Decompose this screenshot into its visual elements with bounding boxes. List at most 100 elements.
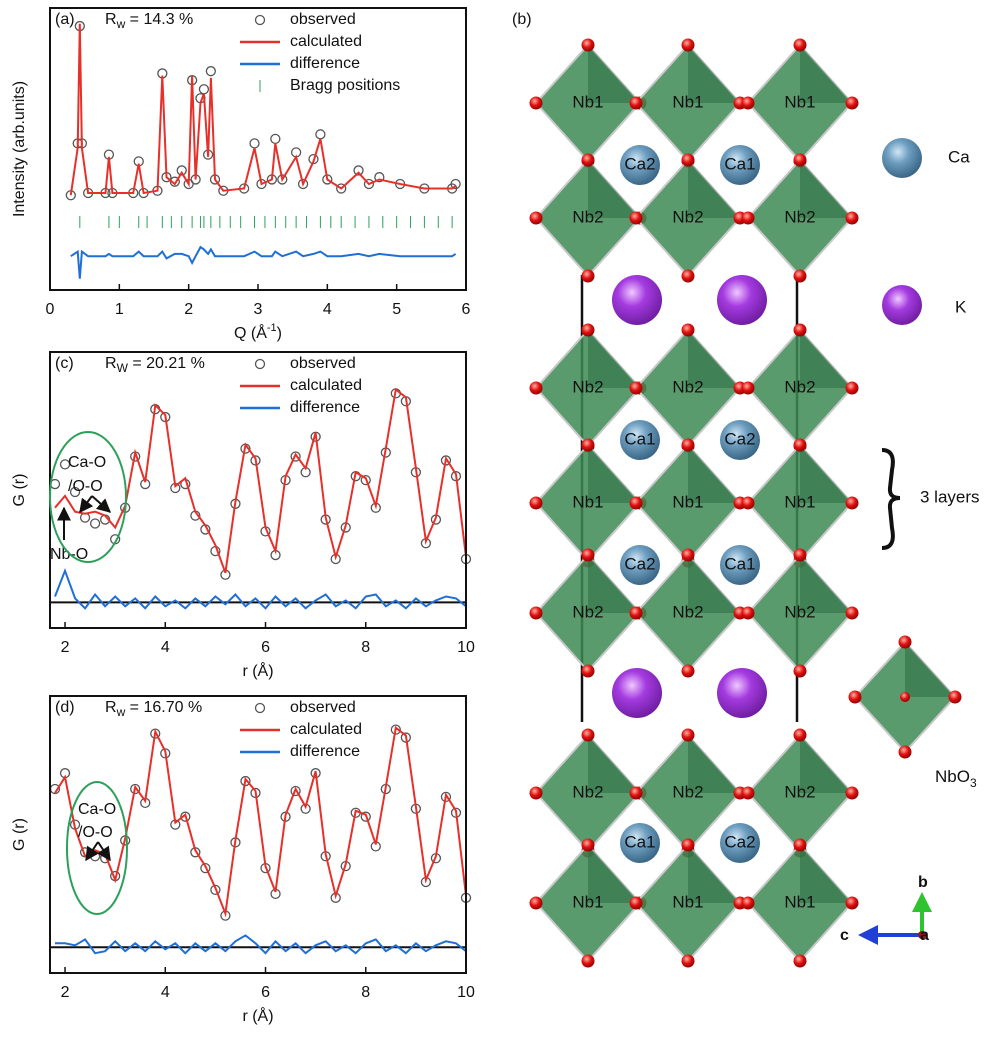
oxygen	[846, 97, 859, 110]
oxygen	[582, 324, 595, 337]
oxygen	[582, 154, 595, 167]
oxygen	[742, 497, 755, 510]
legend-label: K	[955, 297, 967, 316]
oxygen	[794, 729, 807, 742]
structure: (b)Nb1Nb1Nb1Ca2Ca1Nb2Nb2Nb2Nb2Nb2Nb2Ca1C…	[512, 11, 980, 967]
oxygen	[630, 897, 643, 910]
oxygen	[846, 607, 859, 620]
x-tick-label: 0	[46, 301, 55, 318]
axis-label: b	[918, 874, 928, 891]
observed-point	[316, 130, 325, 139]
rw-main: R	[105, 355, 117, 372]
figure: 0123456(a)Rw = 14.3 %observedcalculatedd…	[0, 0, 1008, 1040]
oxygen	[742, 97, 755, 110]
legend-marker	[256, 16, 265, 25]
x-tick-label: 10	[457, 984, 475, 1001]
oxygen	[742, 382, 755, 395]
observed-point	[250, 139, 259, 148]
oxygen	[949, 691, 962, 704]
oxygen	[630, 382, 643, 395]
site-label: Nb2	[672, 602, 703, 621]
site-label: Nb2	[784, 602, 815, 621]
site-label: Nb1	[784, 492, 815, 511]
site-label: Ca2	[624, 554, 655, 573]
oxygen	[846, 897, 859, 910]
oxygen	[794, 549, 807, 562]
oxygen	[630, 607, 643, 620]
oxygen	[849, 691, 862, 704]
oxygen	[846, 787, 859, 800]
difference-line	[71, 247, 456, 279]
x-tick-label: 4	[161, 639, 170, 656]
arrow	[80, 496, 92, 512]
x-tick-label: 2	[61, 984, 70, 1001]
oxygen	[742, 787, 755, 800]
oxygen	[530, 497, 543, 510]
legend-label: Bragg positions	[290, 77, 400, 94]
oxygen	[530, 607, 543, 620]
panel-label: (a)	[55, 11, 75, 28]
brace	[882, 450, 900, 548]
oxygen	[682, 154, 695, 167]
legend-marker	[256, 704, 265, 713]
y-axis-label: Intensity (arb.units)	[11, 81, 28, 217]
oxygen	[794, 154, 807, 167]
x-axis-label: Q (Å-1)	[234, 322, 282, 342]
annotation: /O-O	[68, 478, 103, 495]
oxygen	[630, 787, 643, 800]
x-tick-label: 4	[323, 301, 332, 318]
k-atom	[612, 275, 662, 325]
oxygen	[530, 212, 543, 225]
oxygen	[530, 897, 543, 910]
oxygen	[682, 39, 695, 52]
oxygen	[846, 497, 859, 510]
legend-label: calculated	[290, 377, 362, 394]
x-axis-label: r (Å)	[242, 661, 273, 680]
site-label: Nb1	[572, 492, 603, 511]
oxygen	[682, 729, 695, 742]
legend-label: calculated	[290, 33, 362, 50]
oxygen	[530, 97, 543, 110]
rw-sub: w	[116, 17, 126, 31]
oxygen	[794, 665, 807, 678]
site-label: Ca1	[624, 832, 655, 851]
oxygen	[682, 549, 695, 562]
annotation: /O-O	[78, 824, 113, 841]
nbo-sub: 3	[970, 776, 977, 790]
difference-line	[55, 935, 466, 953]
k-atom	[612, 668, 662, 718]
k-atom	[717, 275, 767, 325]
x-tick-label: 10	[457, 639, 475, 656]
x-tick-label: 2	[184, 301, 193, 318]
x-label-main: r (Å)	[242, 661, 273, 680]
site-label: Nb2	[572, 207, 603, 226]
oxygen	[846, 212, 859, 225]
plot-frame	[50, 8, 466, 290]
observed-point	[199, 85, 208, 94]
oxygen	[530, 787, 543, 800]
nbo-main: NbO	[935, 767, 970, 786]
oxygen	[742, 212, 755, 225]
legend-marker	[256, 360, 265, 369]
observed-point	[271, 134, 280, 143]
oxygen	[794, 270, 807, 283]
k-atom	[717, 668, 767, 718]
x-tick-label: 2	[61, 639, 70, 656]
oxygen	[794, 324, 807, 337]
oxygen	[530, 382, 543, 395]
oxygen	[682, 839, 695, 852]
site-label: Nb2	[572, 782, 603, 801]
site-label: Nb2	[672, 207, 703, 226]
rw-sub: w	[116, 705, 126, 719]
oxygen	[682, 324, 695, 337]
x-tick-label: 6	[462, 301, 471, 318]
oxygen	[794, 839, 807, 852]
legend-label: observed	[290, 355, 356, 372]
axis-label: c	[840, 927, 849, 944]
oxygen	[582, 665, 595, 678]
octahedron-face	[905, 642, 955, 697]
legend-label: calculated	[290, 721, 362, 738]
x-label-main: Q (Å	[234, 323, 267, 342]
legend-k	[882, 285, 922, 325]
rw-rest: = 16.70 %	[125, 699, 202, 716]
